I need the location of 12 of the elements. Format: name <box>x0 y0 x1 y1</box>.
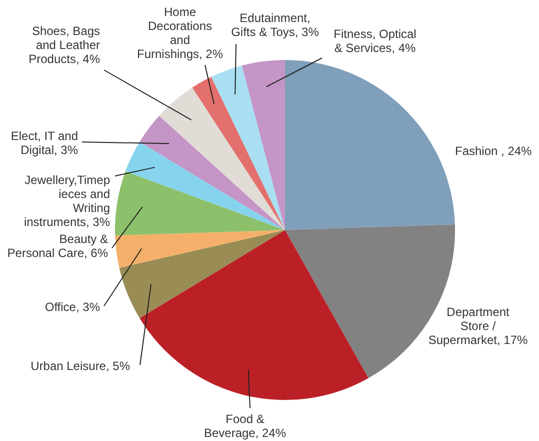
slice-label: Beauty & Personal Care, 6% <box>7 232 108 260</box>
slice-label: Urban Leisure, 5% <box>30 359 130 373</box>
slice-label: Department Store / Supermarket, 17% <box>428 305 528 347</box>
slice-label: Shoes, Bags and Leather Products, 4% <box>28 24 100 66</box>
slice-label: Home Decorations and Furnishings, 2% <box>136 5 224 61</box>
slice-label: Fashion , 24% <box>455 144 532 158</box>
slice-label: Fitness, Optical & Services, 4% <box>334 27 416 55</box>
slice-label: Food & Beverage, 24% <box>204 412 286 440</box>
slice-label: Jewellery,Timep ieces and Writing instruments, 3% <box>24 173 110 229</box>
slice-label: Edutainment, Gifts & Toys, 3% <box>231 11 320 39</box>
slice-label: Office, 3% <box>44 300 100 314</box>
slice-label: Elect, IT and Digital, 3% <box>10 129 78 157</box>
